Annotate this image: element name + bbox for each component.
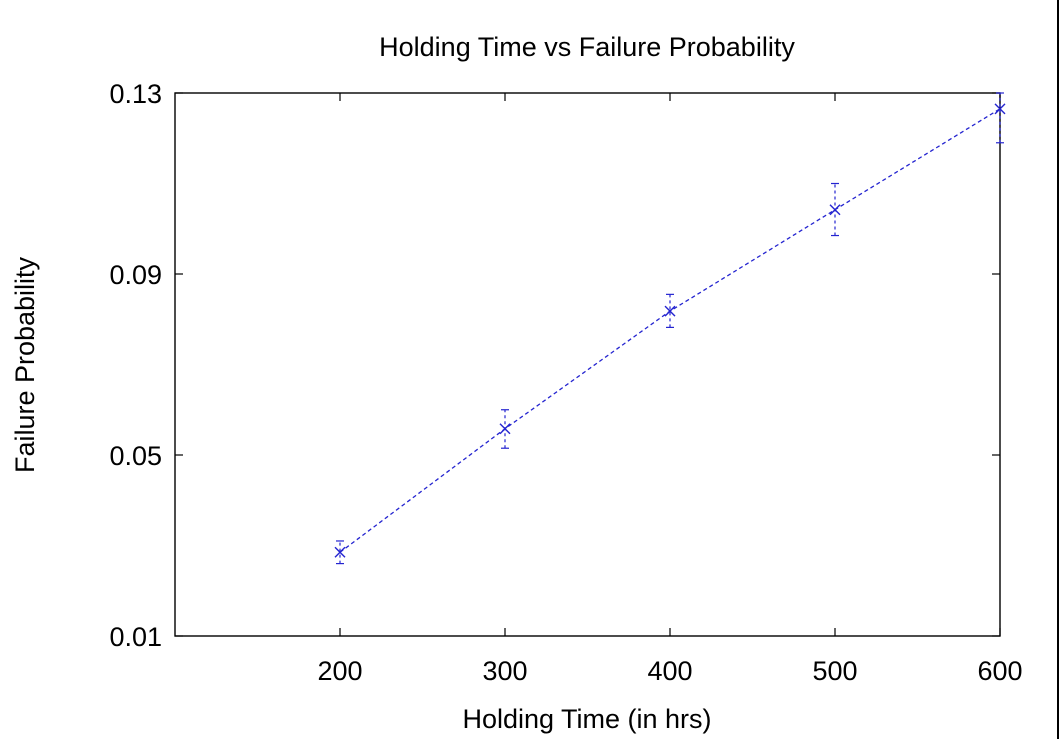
data-point-stroke xyxy=(664,305,676,317)
data-series xyxy=(334,92,1006,565)
x-tick-label: 200 xyxy=(317,656,362,686)
data-point-stroke xyxy=(994,103,1006,115)
y-tick-label: 0.05 xyxy=(109,441,162,471)
data-point xyxy=(829,204,841,216)
window-edge xyxy=(1057,0,1059,739)
chart-title: Holding Time vs Failure Probability xyxy=(379,32,795,62)
x-tick-label: 600 xyxy=(977,656,1022,686)
data-point-stroke xyxy=(334,546,346,558)
data-point xyxy=(994,103,1006,115)
data-point xyxy=(334,546,346,558)
axis-ticks xyxy=(175,92,1001,637)
x-tick-label: 300 xyxy=(482,656,527,686)
data-point-stroke xyxy=(499,423,511,435)
data-point xyxy=(664,305,676,317)
series-line xyxy=(339,108,1001,553)
data-point xyxy=(499,423,511,435)
axis-tick-labels: 200 300 400 500 600 0.01 0.05 0.09 0.13 xyxy=(109,79,1022,686)
plot-frame xyxy=(174,92,1001,637)
y-tick-label: 0.09 xyxy=(109,260,162,290)
data-point-stroke xyxy=(829,204,841,216)
y-tick-label: 0.01 xyxy=(109,622,162,652)
x-tick-label: 400 xyxy=(647,656,692,686)
y-tick-label: 0.13 xyxy=(109,79,162,109)
y-axis-label: Failure Probability xyxy=(10,256,40,473)
x-tick-label: 500 xyxy=(812,656,857,686)
x-axis-label: Holding Time (in hrs) xyxy=(462,704,711,734)
